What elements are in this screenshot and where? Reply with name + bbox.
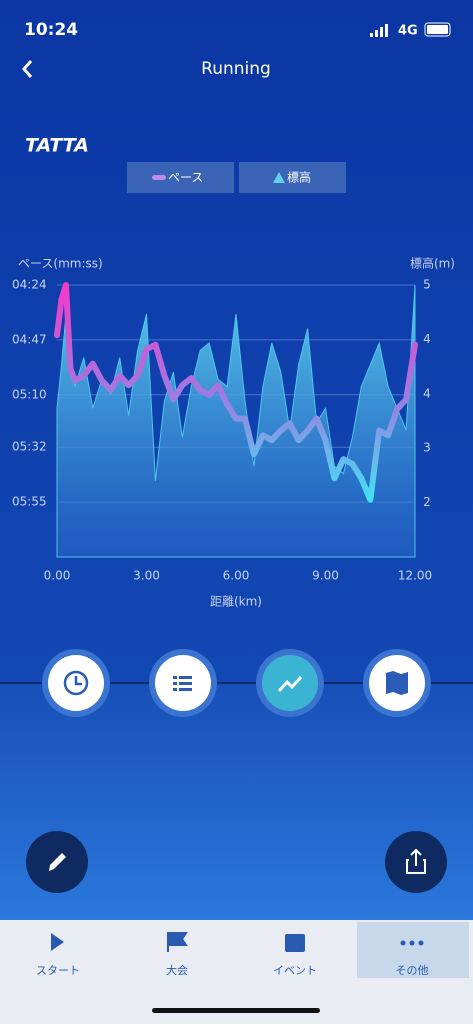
- tab-labels: スタート 大会 イベント その他: [36, 963, 429, 977]
- action-buttons: [42, 649, 431, 717]
- tab-label: 大会: [166, 963, 188, 977]
- y2-axis-label: 標高(m): [410, 256, 455, 271]
- x-tick-label: 6.00: [223, 569, 250, 583]
- y-tick-label: 05:55: [12, 495, 47, 509]
- y2-tick-label: 5: [423, 278, 431, 292]
- map-icon: [386, 671, 408, 695]
- x-tick-label: 12.00: [398, 569, 432, 583]
- elevation-legend-swatch: [273, 172, 285, 183]
- y-tick-label: 05:32: [12, 440, 47, 454]
- x-axis-label: 距離(km): [210, 595, 262, 609]
- start-icon: [51, 933, 64, 951]
- toggle-pace[interactable]: [127, 162, 234, 193]
- edit-icon: [49, 853, 66, 871]
- clock-hands: [74, 676, 82, 686]
- home-indicator: [152, 1008, 320, 1013]
- y-tick-label: 05:10: [12, 387, 47, 401]
- status-network: 4G: [398, 24, 418, 39]
- tab-label: その他: [396, 964, 429, 977]
- more-icon: [400, 940, 424, 946]
- back-button[interactable]: [22, 60, 33, 78]
- toggle-label: 標高: [287, 170, 311, 185]
- share-icon: [406, 848, 426, 874]
- x-tick-label: 0.00: [44, 569, 71, 583]
- toggle-label: ペース: [168, 171, 203, 185]
- flag-icon: [167, 932, 188, 952]
- y-tick-label: 04:47: [12, 332, 47, 346]
- signal-icon: [370, 24, 388, 37]
- y2-tick-label: 4: [423, 386, 431, 400]
- battery-level: [427, 25, 448, 34]
- y2-tick-label: 3: [423, 441, 431, 455]
- pace-legend-swatch: [152, 175, 166, 180]
- y2-tick-label: 4: [423, 332, 431, 346]
- pace-line: [54, 282, 418, 503]
- header-title: Running: [201, 59, 271, 79]
- tab-selected-bg: [357, 922, 469, 978]
- chart: 04:24 04:47 05:10 05:32 05:55 5 4 4 3 2 0.00 3.00 6.…: [12, 278, 432, 583]
- x-tick-label: 9.00: [312, 569, 339, 583]
- tab-label: イベント: [273, 964, 317, 977]
- battery-icon: [424, 22, 451, 37]
- y2-tick-label: 2: [423, 495, 431, 509]
- logo: TATTA: [25, 135, 89, 157]
- graph-icon: [277, 675, 303, 692]
- clock-icon: [63, 670, 89, 696]
- y-axis-label: ペース(mm:ss): [18, 257, 103, 271]
- toggle-elevation[interactable]: [239, 162, 346, 193]
- x-tick-label: 3.00: [133, 569, 160, 583]
- y-tick-label: 04:24: [12, 278, 47, 292]
- calendar-icon: [285, 934, 305, 952]
- tab-label: スタート: [36, 964, 80, 977]
- status-time: 10:24: [24, 20, 78, 40]
- list-icon: [173, 676, 192, 691]
